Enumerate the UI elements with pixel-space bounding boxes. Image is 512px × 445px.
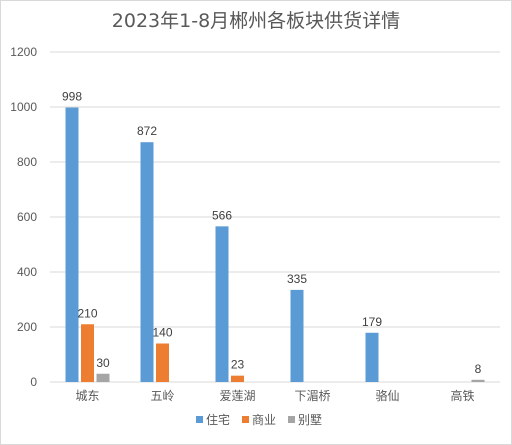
data-label: 179 <box>362 315 382 329</box>
data-label: 872 <box>137 124 157 138</box>
data-label: 566 <box>212 208 232 222</box>
data-label: 140 <box>152 326 172 340</box>
bar-别墅 <box>471 379 485 382</box>
bar-商业 <box>156 343 169 382</box>
y-tick-label: 1200 <box>10 45 37 59</box>
legend-label: 商业 <box>252 412 276 427</box>
legend-label: 别墅 <box>298 413 322 427</box>
bar-住宅 <box>290 289 304 382</box>
y-tick-label: 600 <box>17 210 37 224</box>
data-label: 23 <box>231 358 245 372</box>
data-label: 335 <box>287 272 307 286</box>
y-tick-label: 800 <box>17 155 37 169</box>
legend: 住宅 商业 别墅 <box>196 412 322 427</box>
gridlines <box>50 51 500 383</box>
y-tick-label: 1000 <box>10 100 37 114</box>
data-labels: 998 210 30 872 140 566 23 335 179 8 <box>62 90 482 376</box>
x-category-label: 高铁 <box>450 388 474 403</box>
bar-住宅 <box>365 332 379 382</box>
x-axis-categories: 城东 五岭 爱莲湖 下湄桥 骆仙 高铁 <box>75 388 474 403</box>
data-label: 998 <box>62 90 82 104</box>
legend-label: 住宅 <box>206 412 230 427</box>
bar-住宅 <box>215 226 229 382</box>
bars <box>65 107 485 383</box>
x-category-label: 下湄桥 <box>294 389 330 403</box>
bar-住宅 <box>65 107 79 383</box>
legend-swatch <box>196 416 203 423</box>
data-label: 30 <box>96 356 110 370</box>
bar-商业 <box>231 375 244 382</box>
y-axis-ticks: 0 200 400 600 800 1000 1200 <box>10 45 37 389</box>
y-tick-label: 0 <box>30 375 37 389</box>
bar-别墅 <box>96 373 110 382</box>
x-category-label: 爱莲湖 <box>219 388 255 403</box>
chart-title: 2023年1-8月郴州各板块供货详情 <box>112 10 400 32</box>
legend-swatch <box>242 416 249 423</box>
data-label: 210 <box>77 306 97 320</box>
legend-swatch <box>288 416 295 423</box>
x-category-label: 城东 <box>75 389 99 403</box>
y-tick-label: 200 <box>17 320 37 334</box>
y-tick-label: 400 <box>17 265 37 279</box>
x-category-label: 骆仙 <box>375 388 399 403</box>
data-label: 8 <box>475 362 482 376</box>
x-category-label: 五岭 <box>150 389 174 403</box>
bar-住宅 <box>140 142 154 382</box>
bar-商业 <box>81 324 94 382</box>
